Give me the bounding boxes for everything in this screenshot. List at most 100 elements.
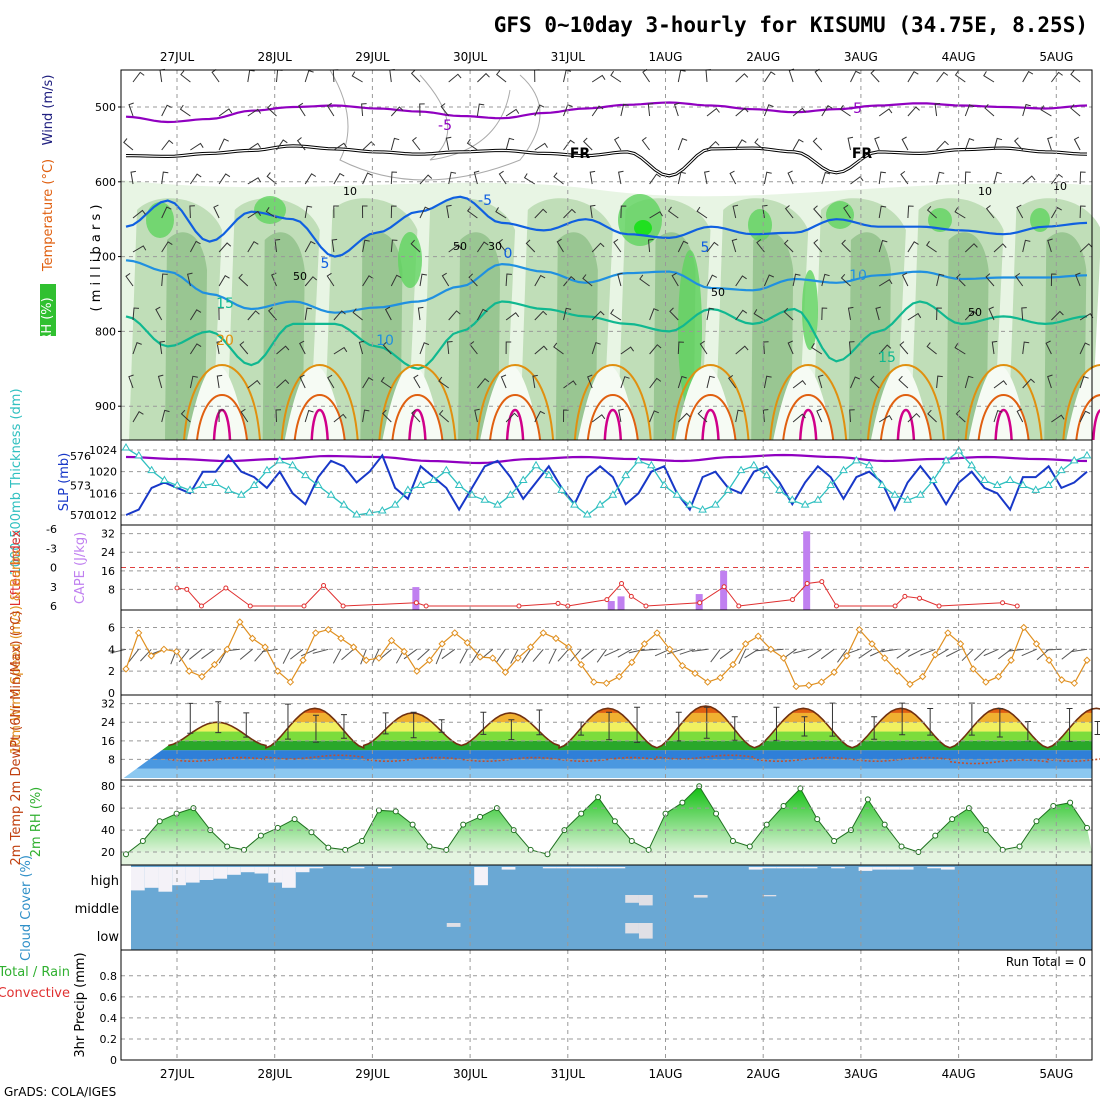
wind-barb	[266, 172, 277, 185]
wind-barb	[936, 140, 949, 151]
isotherm-5	[125, 195, 1088, 258]
thickness-panel	[120, 439, 1093, 526]
wind10-marker	[691, 669, 699, 678]
wind-barb	[155, 306, 163, 321]
wind-barb	[466, 138, 478, 151]
lifted-index-marker	[223, 585, 229, 591]
wind-barb	[618, 408, 624, 423]
wind10-marker	[476, 653, 484, 661]
thickness-marker	[659, 480, 669, 488]
wind-barb	[189, 173, 202, 185]
wind-barb	[591, 74, 606, 83]
wind-barb	[299, 374, 306, 389]
wind-barb	[180, 70, 191, 83]
thickness-marker	[1005, 475, 1015, 484]
wind-barb	[304, 173, 317, 185]
precip-total-label: Total / Rain	[0, 965, 70, 980]
isotherm-20	[1062, 364, 1100, 441]
top-date-label: 5AUG	[1039, 50, 1073, 64]
wind-barb	[753, 309, 765, 321]
rh2m-tick-label: 40	[101, 824, 115, 837]
wind-barb	[304, 409, 314, 423]
wind-barb	[247, 210, 262, 219]
lifted-index-marker	[423, 603, 429, 609]
wind-barb	[901, 136, 909, 151]
cloud-cell-high	[501, 867, 516, 870]
wind10-marker	[653, 629, 661, 637]
wind-barb	[647, 103, 654, 117]
wind-barb	[333, 310, 346, 321]
wind-barb	[523, 173, 536, 185]
wind-barb	[563, 275, 576, 287]
precip-ylabel: 3hr Precip (mm)	[73, 952, 88, 1057]
wind10-marker	[1083, 656, 1091, 664]
wind-barb	[783, 307, 794, 321]
lifted-index-marker	[604, 597, 610, 603]
wind-barb	[161, 104, 172, 117]
wind-barb	[1047, 136, 1053, 151]
isotherm-25	[391, 394, 444, 441]
wind-barb	[1045, 340, 1052, 355]
contour-label: 50	[968, 306, 982, 319]
precip-convective-label: Convective	[0, 986, 70, 1001]
thickness-marker	[441, 465, 451, 474]
cloud-cell-high	[158, 867, 173, 892]
wind-barb	[390, 171, 398, 185]
wind-barb	[792, 107, 806, 117]
wind-barb	[445, 136, 452, 151]
slp-tick-label: 1024	[89, 444, 117, 457]
li-ylabel: Lifted Index	[9, 529, 24, 606]
isotherm-30	[896, 408, 916, 441]
wind-barb	[696, 206, 708, 219]
rh2m-marker	[1016, 843, 1023, 850]
temp-minmax-bar	[508, 719, 515, 741]
lifted-index-line	[939, 602, 1018, 607]
wind10-marker	[880, 654, 889, 662]
wind10-marker	[274, 667, 282, 675]
li-tick-label: 3	[50, 581, 57, 594]
wind-barb	[1051, 71, 1063, 83]
cloud-cell-high	[940, 867, 955, 870]
wind-barb	[727, 374, 737, 389]
wind10-marker	[741, 640, 750, 648]
wind-barb	[589, 204, 596, 219]
wind-barb	[419, 174, 433, 185]
surface-wind-barb	[470, 649, 481, 664]
cloud-cell-high	[611, 867, 626, 869]
thickness-marker	[839, 465, 848, 474]
rh-moist-patch	[826, 201, 854, 229]
cloud-cell-middle	[762, 895, 777, 897]
wind-barb	[811, 343, 823, 355]
thickness-marker	[377, 506, 387, 514]
dewpoint-line	[168, 754, 1100, 765]
cloud-cell-high	[213, 867, 228, 879]
contour-label: -5	[478, 193, 492, 209]
thickness-marker	[185, 485, 195, 493]
lifted-index-marker	[1014, 603, 1020, 609]
thickness-marker	[557, 485, 567, 493]
cloud-cell-high	[762, 867, 777, 869]
top-date-label: 1AUG	[649, 50, 683, 64]
wind-barb	[161, 171, 169, 185]
surface-wind-barb	[908, 648, 923, 657]
rh2m-marker	[611, 818, 618, 825]
wind-barb	[706, 375, 715, 389]
temp-minmax-bar	[382, 712, 389, 735]
wind-barb	[847, 306, 854, 321]
thickness-marker	[595, 500, 605, 508]
rh2m-tick-label: 60	[101, 802, 115, 815]
wind-barb	[441, 272, 450, 287]
isotherm-20	[573, 364, 652, 441]
wind-barb	[304, 276, 318, 287]
wind-barb	[186, 272, 193, 287]
wind-barb	[697, 409, 708, 423]
wind-barb	[875, 306, 881, 321]
wind-barb	[878, 344, 892, 355]
wind-barb	[1051, 414, 1065, 423]
wind10-marker	[729, 660, 737, 669]
rh2m-line	[125, 785, 1088, 855]
wind-barb	[901, 272, 909, 287]
contour-label: FR	[570, 146, 591, 162]
wind-barb	[762, 204, 768, 219]
